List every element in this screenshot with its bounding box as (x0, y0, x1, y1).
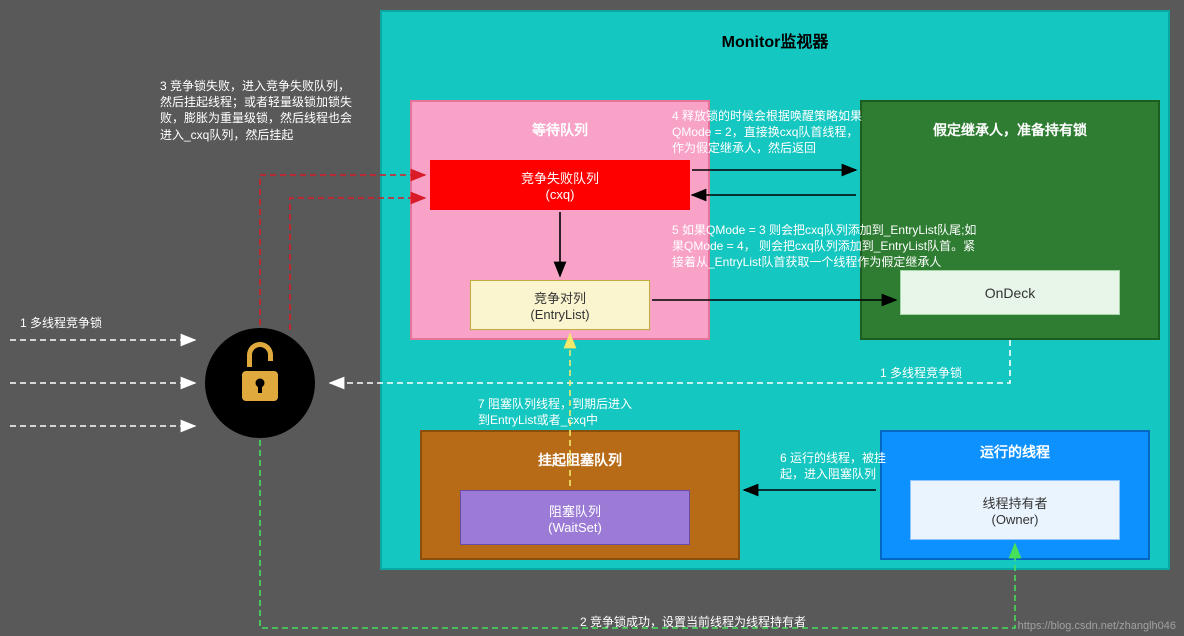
ondeck-box: OnDeck (900, 270, 1120, 315)
note-1: 1 多线程竞争锁 (20, 315, 102, 331)
waitset-box: 阻塞队列 (WaitSet) (460, 490, 690, 545)
note-1b: 1 多线程竞争锁 (880, 365, 962, 381)
cxq-label1: 竞争失败队列 (430, 168, 690, 187)
note-3: 3 竞争锁失败，进入竞争失败队列， 然后挂起线程；或者轻量级锁加锁失 败，膨胀为… (160, 78, 370, 143)
cxq-label2: (cxq) (430, 187, 690, 202)
entrylist-label1: 竞争对列 (471, 288, 649, 307)
owner-label2: (Owner) (911, 512, 1119, 527)
running-title: 运行的线程 (880, 442, 1150, 462)
diagram-stage: Monitor监视器 等待队列 竞争失败队列 (cxq) 竞争对列 (Entry… (0, 0, 1184, 636)
entrylist-label2: (EntryList) (471, 307, 649, 322)
watermark-text: https://blog.csdn.net/zhanglh046 (1018, 620, 1176, 632)
wait-queue-title: 等待队列 (410, 120, 710, 140)
waitset-label2: (WaitSet) (461, 520, 689, 535)
cxq-box: 竞争失败队列 (cxq) (430, 160, 690, 210)
note-7: 7 阻塞队列线程，到期后进入 到EntryList或者_cxq中 (478, 396, 658, 428)
owner-label1: 线程持有者 (911, 493, 1119, 512)
note-2: 2 竞争锁成功，设置当前线程为线程持有者 (580, 614, 806, 630)
entrylist-box: 竞争对列 (EntryList) (470, 280, 650, 330)
note-4: 4 释放锁的时候会根据唤醒策略如果 QMode = 2，直接换cxq队首线程， … (672, 108, 872, 157)
waitset-label1: 阻塞队列 (461, 501, 689, 520)
note-6: 6 运行的线程，被挂 起，进入阻塞队列 (780, 450, 900, 482)
note-5: 5 如果QMode = 3 则会把cxq队列添加到_EntryList队尾;如 … (672, 222, 1002, 271)
owner-box: 线程持有者 (Owner) (910, 480, 1120, 540)
monitor-title: Monitor监视器 (380, 28, 1170, 52)
blocked-title: 挂起阻塞队列 (420, 450, 740, 470)
heir-title: 假定继承人，准备持有锁 (860, 120, 1160, 140)
